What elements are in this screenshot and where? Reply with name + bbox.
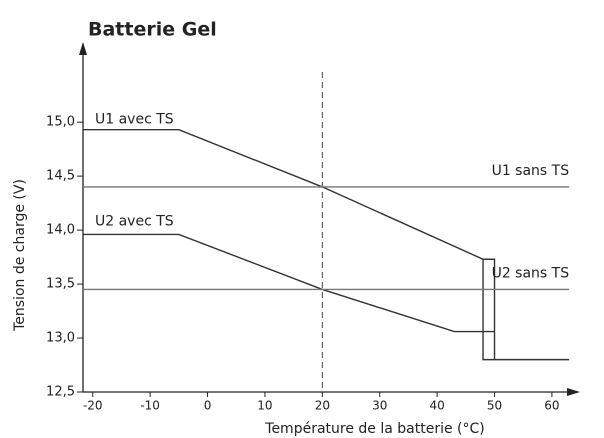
y-tick-label: 15,0 [46, 115, 75, 130]
y-tick-label: 13,0 [46, 331, 75, 346]
series-label: U2 sans TS [492, 265, 570, 281]
y-tick-label: 14,5 [46, 169, 75, 184]
x-tick-label: 20 [315, 399, 330, 413]
series-label: U2 avec TS [95, 213, 174, 229]
y-tick-label: 13,5 [46, 277, 75, 292]
x-tick-label: 0 [204, 399, 212, 413]
x-tick-label: 30 [372, 399, 387, 413]
x-tick-label: -10 [140, 399, 160, 413]
x-tick-label: 40 [429, 399, 444, 413]
series-line [83, 233, 496, 360]
x-tick-label: 50 [487, 399, 502, 413]
y-tick-label: 14,0 [46, 223, 75, 238]
x-axis-arrow [567, 388, 580, 396]
series-label: U1 avec TS [95, 112, 174, 128]
y-tick-label: 12,5 [46, 385, 75, 400]
series-label: U1 sans TS [492, 163, 570, 179]
series-line [83, 129, 570, 361]
y-axis-label: Tension de charge (V) [12, 179, 28, 332]
x-tick-label: 60 [544, 399, 559, 413]
chart-title: Batterie Gel [88, 19, 217, 41]
y-axis-arrow [79, 42, 87, 55]
x-tick-label: -20 [83, 399, 103, 413]
x-tick-label: 10 [257, 399, 272, 413]
x-axis-label: Température de la batterie (°C) [264, 421, 484, 437]
